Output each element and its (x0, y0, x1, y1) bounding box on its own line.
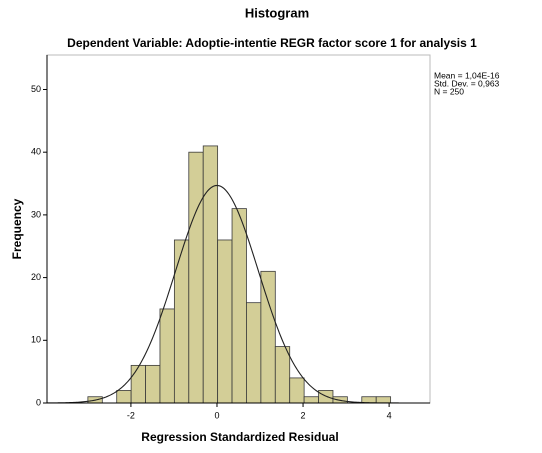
x-tick-label: 2 (301, 410, 306, 420)
bar (260, 270, 276, 404)
y-axis-label: Frequency (10, 198, 24, 259)
x-tick-label: 0 (214, 410, 219, 420)
y-tick-label: 50 (31, 84, 41, 94)
y-tick-label: 40 (31, 147, 41, 157)
stat-std-dev: Std. Dev. = 0,963 (434, 78, 500, 88)
bar (145, 364, 161, 404)
y-tick-label: 10 (31, 335, 41, 345)
chart-subtitle: Dependent Variable: Adoptie-intentie REG… (67, 36, 477, 50)
bar (231, 208, 247, 404)
x-axis-label: Regression Standardized Residual (141, 430, 338, 444)
stat-mean: Mean = 1,04E-16 (434, 70, 500, 80)
bar (173, 239, 190, 404)
bar (274, 346, 291, 404)
x-tick-label: -2 (127, 410, 135, 420)
chart-title: Histogram (245, 5, 309, 20)
y-tick-label: 20 (31, 272, 41, 282)
y-tick-label: 0 (36, 397, 41, 407)
bar (303, 396, 319, 404)
bar (116, 390, 132, 404)
bar (159, 308, 175, 404)
bar (289, 377, 305, 404)
bar (188, 151, 204, 404)
bar (375, 396, 392, 404)
x-tick-label: 4 (387, 410, 392, 420)
stat-n: N = 250 (434, 86, 464, 96)
bar (202, 145, 219, 404)
bar (130, 364, 146, 404)
bar (246, 302, 262, 404)
y-tick-label: 30 (31, 209, 41, 219)
bar (318, 390, 334, 404)
bar (217, 239, 233, 404)
